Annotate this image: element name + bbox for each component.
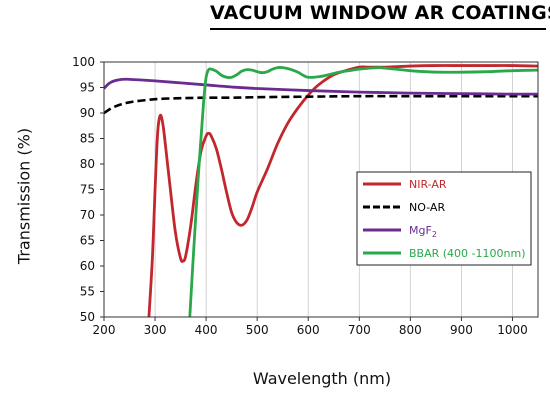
y-tick-label: 55 [80, 285, 95, 299]
title-underline [210, 28, 546, 30]
x-tick-label: 200 [93, 323, 116, 337]
y-tick-label: 50 [80, 310, 95, 324]
y-tick-label: 90 [80, 106, 95, 120]
y-tick-label: 60 [80, 259, 95, 273]
x-tick-label: 1000 [497, 323, 528, 337]
y-tick-label: 75 [80, 183, 95, 197]
x-tick-label: 300 [144, 323, 167, 337]
chart-title: VACUUM WINDOW AR COATINGS [210, 2, 550, 24]
legend-box [356, 171, 532, 266]
y-tick-label: 65 [80, 234, 95, 248]
legend-entry-bbar: BBAR (400 -1100nm) [409, 247, 525, 260]
x-tick-label: 700 [348, 323, 371, 337]
x-axis-label: Wavelength (nm) [252, 369, 392, 388]
y-tick-label: 95 [80, 81, 95, 95]
legend-entry-mgf2: MgF2 [409, 224, 437, 239]
series-line-bbar [188, 66, 538, 317]
y-tick-label: 80 [80, 157, 95, 171]
legend-entry-nir-ar: NIR-AR [409, 178, 447, 191]
y-tick-label: 100 [72, 55, 95, 69]
x-tick-label: 600 [297, 323, 320, 337]
x-tick-label: 900 [450, 323, 473, 337]
series-line-no-ar [104, 94, 538, 115]
x-tick-label: 400 [195, 323, 218, 337]
legend-entry-no-ar: NO-AR [409, 201, 445, 214]
x-tick-label: 800 [399, 323, 422, 337]
y-tick-label: 70 [80, 208, 95, 222]
x-tick-label: 500 [246, 323, 269, 337]
y-tick-label: 85 [80, 132, 95, 146]
